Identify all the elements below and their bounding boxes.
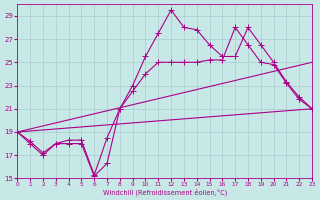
- X-axis label: Windchill (Refroidissement éolien,°C): Windchill (Refroidissement éolien,°C): [102, 188, 227, 196]
